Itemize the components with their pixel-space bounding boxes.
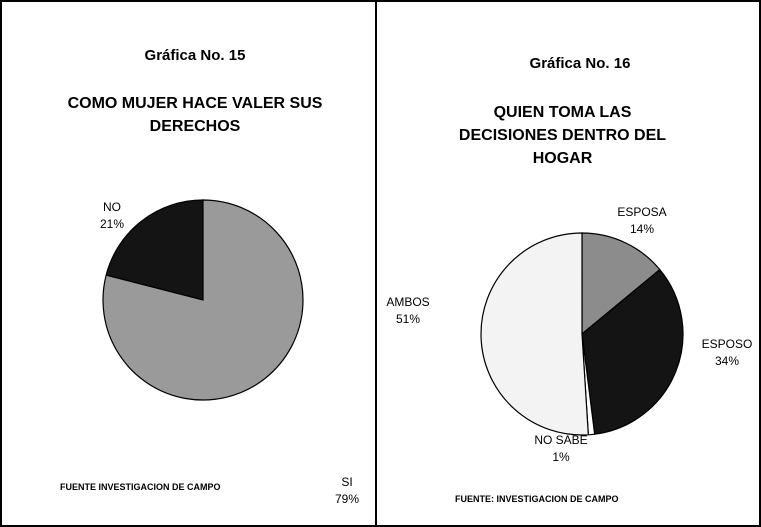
slice-value: 1%: [552, 450, 570, 464]
pie-slice: [105, 199, 204, 301]
pie-slice: [102, 199, 304, 401]
slice-value: 79%: [335, 492, 359, 506]
slice-label: AMBOS: [386, 295, 429, 309]
slice-value: 21%: [100, 217, 124, 231]
chart-header: Gráfica No. 16: [529, 55, 631, 72]
source: FUENTE INVESTIGACION DE CAMPO: [60, 482, 221, 492]
pie-slice: [480, 232, 589, 436]
slice-value: 34%: [715, 354, 739, 368]
slice-label: ESPOSA: [617, 205, 666, 219]
slice-label: ESPOSO: [702, 337, 753, 351]
slice-label: NO SABE: [534, 433, 587, 447]
chart-title: QUIEN TOMA LAS DECISIONES DENTRO DEL HOG…: [458, 104, 667, 167]
slice-label: SI: [341, 475, 352, 489]
chart-title: COMO MUJER HACE VALER SUS DERECHOS: [67, 95, 323, 135]
slice-label: NO: [103, 200, 121, 214]
source: FUENTE: INVESTIGACION DE CAMPO: [455, 494, 619, 504]
pie-slice: [581, 232, 661, 336]
pie-slice: [581, 268, 684, 435]
slice-value: 14%: [630, 222, 654, 236]
chart-header: Gráfica No. 15: [144, 47, 246, 64]
slice-value: 51%: [396, 312, 420, 326]
